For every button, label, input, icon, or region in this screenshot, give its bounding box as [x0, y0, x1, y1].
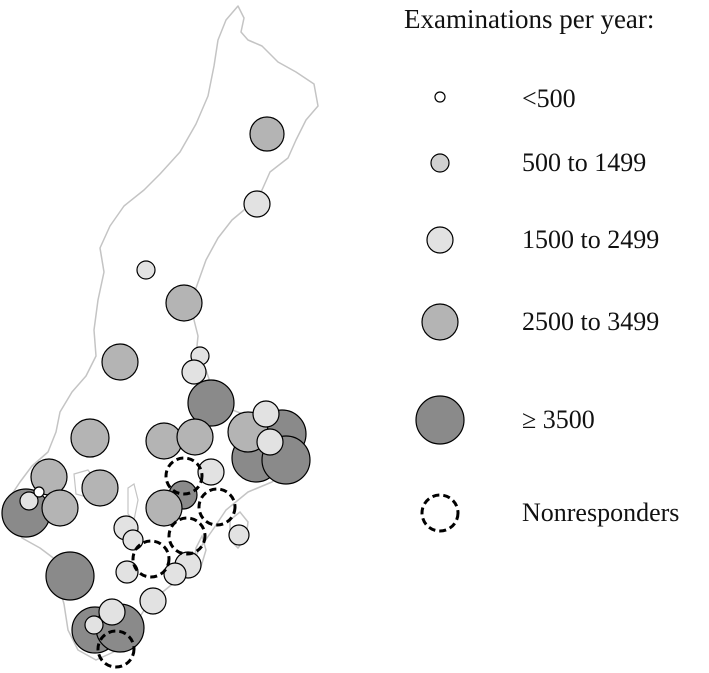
site-marker — [197, 458, 225, 486]
site-marker — [41, 489, 79, 527]
site-marker — [243, 190, 271, 218]
site-marker — [98, 598, 126, 626]
legend-title: Examinations per year: — [404, 4, 655, 34]
site-marker — [187, 379, 235, 427]
site-marker — [33, 486, 45, 498]
legend-label-2500-3499: 2500 to 3499 — [522, 307, 660, 336]
site-marker — [45, 551, 95, 601]
site-marker — [249, 116, 285, 152]
site-marker — [256, 428, 284, 456]
site-marker — [163, 562, 187, 586]
site-marker — [228, 524, 250, 546]
legend-symbol-2500-3499 — [421, 303, 459, 341]
legend-symbol-1500-2499 — [426, 226, 454, 254]
nonresponder-marker — [131, 539, 171, 579]
nonresponder-marker — [164, 456, 204, 496]
lake-vattern — [127, 483, 139, 522]
site-marker — [136, 260, 156, 280]
legend-label-ge3500: ≥ 3500 — [522, 405, 595, 434]
site-marker — [145, 489, 183, 527]
site-marker — [122, 529, 144, 551]
site-marker — [70, 418, 110, 458]
site-marker — [139, 587, 167, 615]
legend-label-nonresponder: Nonresponders — [522, 498, 680, 527]
nonresponder-marker — [167, 516, 207, 556]
site-marker — [81, 469, 119, 507]
legend-symbol-nonresponder — [420, 493, 460, 533]
legend-label-lt500: <500 — [522, 84, 576, 113]
site-marker — [84, 615, 104, 635]
markers-layer — [1, 116, 311, 654]
nonresponder-marker — [197, 487, 237, 527]
site-marker — [115, 560, 139, 584]
site-marker — [19, 491, 39, 511]
legend-symbol-lt500 — [434, 91, 446, 103]
site-marker — [181, 359, 207, 385]
legend-symbol-500-1499 — [430, 153, 450, 173]
site-marker — [101, 343, 139, 381]
site-marker — [145, 422, 183, 460]
site-marker — [176, 418, 214, 456]
legend-label-500-1499: 500 to 1499 — [522, 148, 647, 177]
legend-symbol-ge3500 — [415, 395, 465, 445]
legend-symbols — [415, 91, 465, 533]
site-marker — [252, 400, 280, 428]
nonresponder-marker — [96, 629, 136, 669]
legend-label-1500-2499: 1500 to 2499 — [522, 225, 660, 254]
nonresponder-layer — [96, 456, 237, 669]
site-marker — [165, 284, 203, 322]
